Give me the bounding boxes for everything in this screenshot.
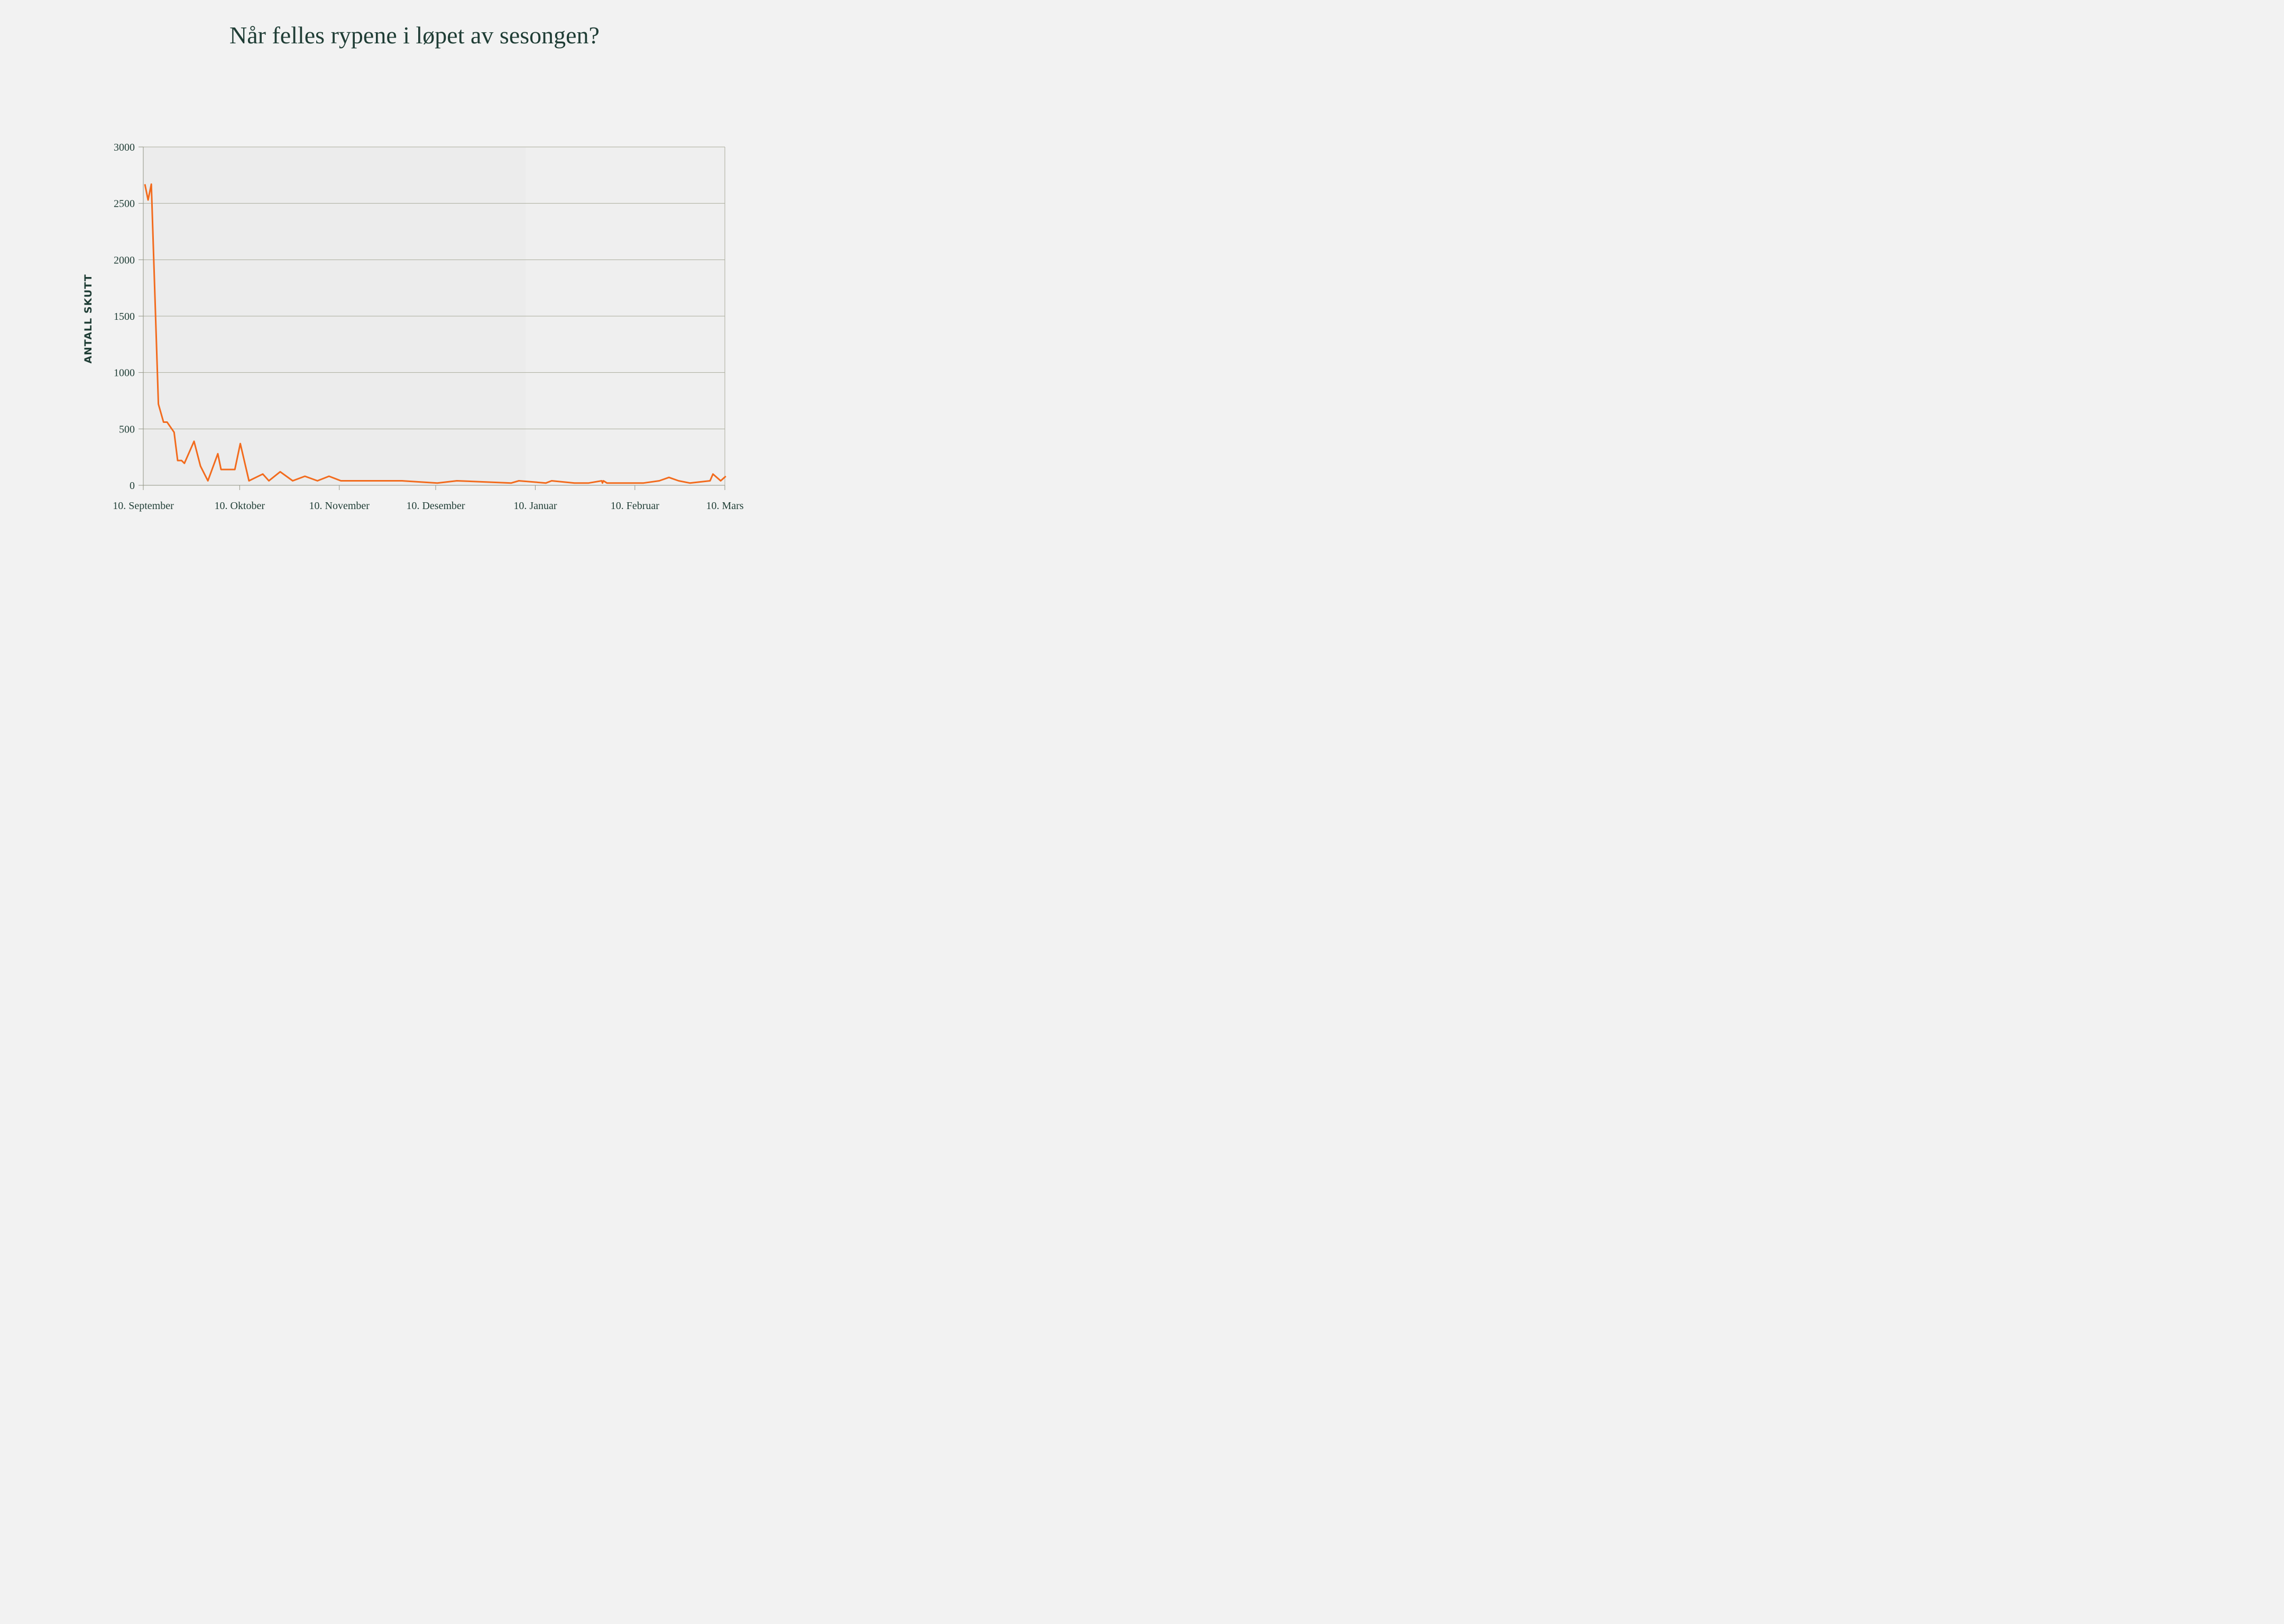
x-tick-label: 10. Mars — [706, 500, 743, 512]
y-axis-ticks: 0 500 1000 1500 2000 2500 3000 — [114, 142, 143, 492]
y-tick-label: 3000 — [114, 142, 135, 153]
y-tick-label: 1500 — [114, 311, 135, 322]
y-tick-label: 500 — [119, 423, 135, 435]
y-axis-label: ANTALL SKUTT — [82, 274, 94, 363]
axes — [143, 147, 725, 490]
y-tick-label: 2000 — [114, 254, 135, 266]
series-line — [144, 183, 726, 484]
x-tick-label: 10. Oktober — [215, 500, 265, 512]
y-tick-label: 2500 — [114, 198, 135, 210]
y-tick-label: 0 — [130, 480, 135, 492]
y-tick-label: 1000 — [114, 367, 135, 379]
chart-title: Når felles rypene i løpet av sesongen? — [229, 22, 600, 49]
x-tick-label: 10. Februar — [611, 500, 660, 512]
x-axis-ticks: 10. September 10. Oktober 10. November 10. … — [113, 485, 744, 512]
x-tick-label: 10. Januar — [513, 500, 557, 512]
x-tick-label: 10. September — [113, 500, 174, 512]
x-tick-label: 10. November — [309, 500, 370, 512]
x-tick-label: 10. Desember — [406, 500, 465, 512]
